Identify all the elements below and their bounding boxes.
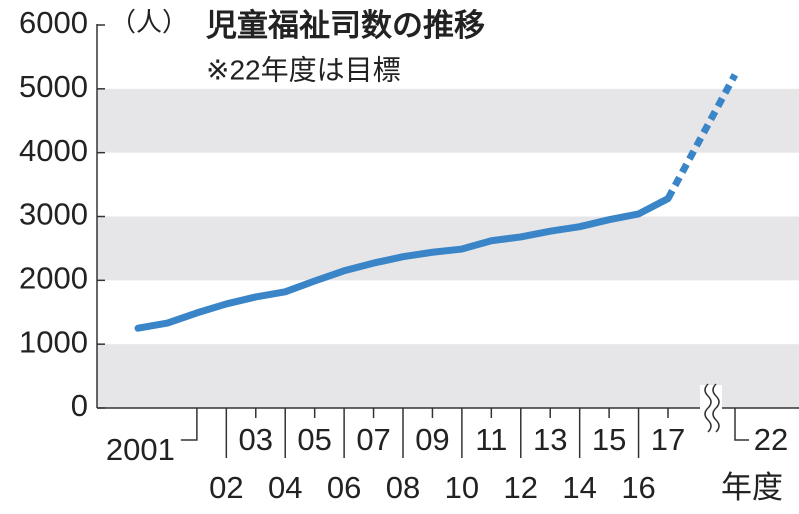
- y-tick-label: 2000: [19, 261, 88, 296]
- x-tick-label: 2001: [106, 432, 175, 467]
- y-tick-label: 4000: [19, 133, 88, 168]
- x-tick-label: 17: [651, 422, 685, 457]
- x-tick-label: 08: [386, 470, 420, 505]
- x-tick-label: 15: [592, 422, 626, 457]
- y-tick-label: 0: [71, 388, 88, 423]
- x-tick-label: 22: [754, 422, 788, 457]
- x-tick-label: 06: [327, 470, 361, 505]
- x-unit: 年度: [721, 470, 783, 505]
- x-tick-label: 07: [356, 422, 390, 457]
- chart-subtitle: ※22年度は目標: [206, 54, 401, 85]
- y-tick-label: 3000: [19, 197, 88, 232]
- x-tick-label: 09: [415, 422, 449, 457]
- y-tick-label: 6000: [19, 5, 88, 40]
- y-tick-label: 5000: [19, 69, 88, 104]
- x-tick-label: 10: [445, 470, 479, 505]
- x-tick-label: 14: [562, 470, 596, 505]
- band: [97, 88, 799, 153]
- band: [97, 344, 799, 408]
- x-tick-label: 11: [475, 422, 507, 457]
- x-tick: [734, 408, 749, 441]
- y-tick-label: 1000: [19, 324, 88, 359]
- series-line: [134, 195, 672, 332]
- axis-break: [704, 383, 720, 433]
- x-tick-label: 12: [504, 470, 538, 505]
- x-tick-label: 05: [297, 422, 331, 457]
- x-tick-label: 16: [621, 470, 655, 505]
- series-line-target: [664, 73, 739, 201]
- x-tick: [180, 408, 198, 441]
- x-tick-label: 13: [533, 422, 567, 457]
- x-tick-label: 04: [268, 470, 302, 505]
- y-unit: （人）: [110, 7, 188, 37]
- chart-title: 児童福祉司数の推移: [206, 8, 485, 43]
- x-tick-label: 02: [209, 470, 243, 505]
- x-tick-label: 03: [239, 422, 273, 457]
